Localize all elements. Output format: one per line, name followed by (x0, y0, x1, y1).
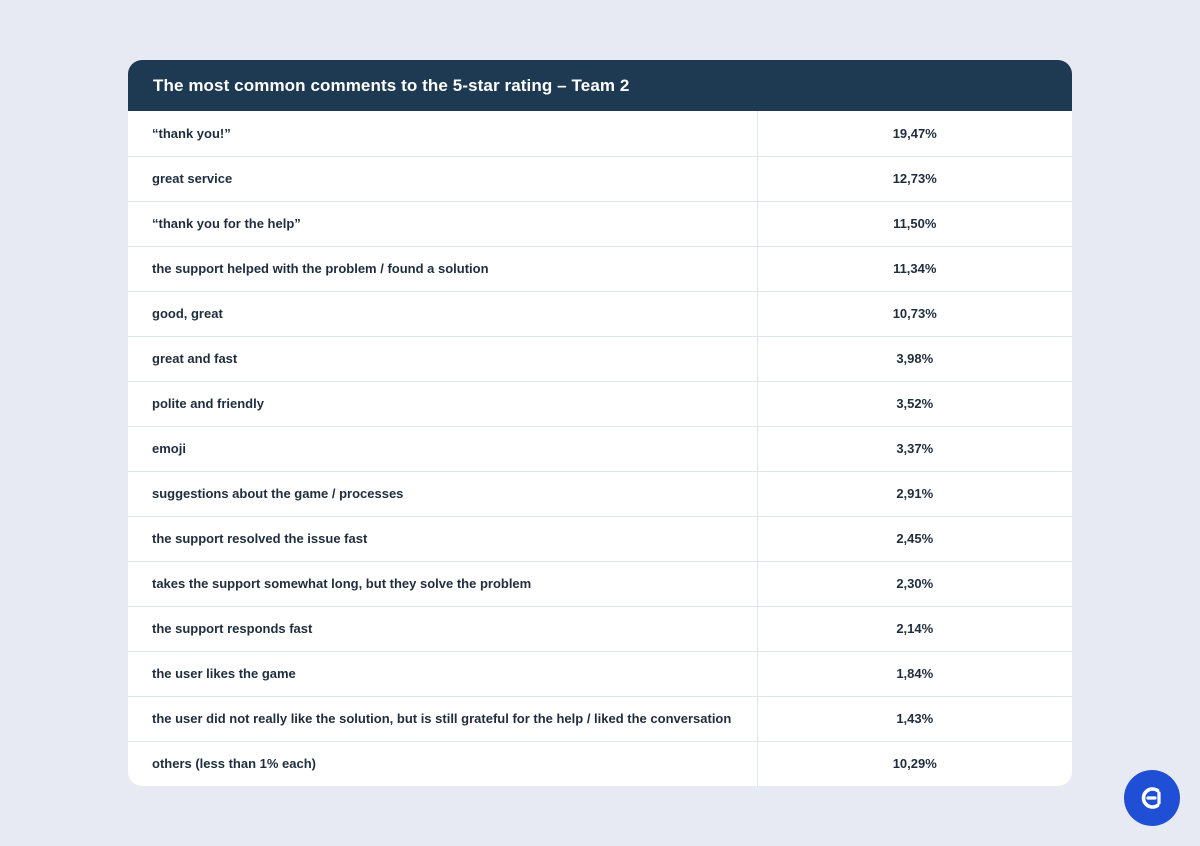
comment-percentage: 2,14% (757, 606, 1072, 652)
comment-percentage: 11,50% (757, 201, 1072, 247)
comment-label: suggestions about the game / processes (128, 471, 758, 517)
comment-label: the support responds fast (128, 606, 758, 652)
brand-logo-glyph (1141, 787, 1161, 809)
comment-percentage: 2,30% (757, 561, 1072, 607)
comment-percentage: 12,73% (757, 156, 1072, 202)
comment-percentage: 19,47% (757, 111, 1072, 157)
table-header: The most common comments to the 5-star r… (128, 60, 1072, 111)
comment-label: the user likes the game (128, 651, 758, 697)
table-row: “thank you for the help” 11,50% (128, 201, 1072, 247)
comment-label: great and fast (128, 336, 758, 382)
comment-label: good, great (128, 291, 758, 337)
table-row: polite and friendly 3,52% (128, 381, 1072, 427)
comment-percentage: 1,43% (757, 696, 1072, 742)
table-row: good, great 10,73% (128, 291, 1072, 337)
comment-label: polite and friendly (128, 381, 758, 427)
comment-label: others (less than 1% each) (128, 741, 758, 786)
comment-label: the user did not really like the solutio… (128, 696, 758, 742)
comment-label: takes the support somewhat long, but the… (128, 561, 758, 607)
table-row: the user did not really like the solutio… (128, 696, 1072, 742)
comment-label: the support resolved the issue fast (128, 516, 758, 562)
comment-percentage: 10,73% (757, 291, 1072, 337)
table-row: suggestions about the game / processes 2,… (128, 471, 1072, 517)
table-row: emoji 3,37% (128, 426, 1072, 472)
comment-label: emoji (128, 426, 758, 472)
table-row: the support helped with the problem / fo… (128, 246, 1072, 292)
table-row: the support responds fast 2,14% (128, 606, 1072, 652)
comment-label: “thank you for the help” (128, 201, 758, 247)
brand-logo-icon[interactable] (1124, 770, 1180, 826)
comment-percentage: 2,91% (757, 471, 1072, 517)
comment-percentage: 11,34% (757, 246, 1072, 292)
comment-percentage: 3,52% (757, 381, 1072, 427)
table-row: the user likes the game 1,84% (128, 651, 1072, 697)
comment-label: great service (128, 156, 758, 202)
comments-table-card: The most common comments to the 5-star r… (128, 60, 1072, 786)
table-row: great and fast 3,98% (128, 336, 1072, 382)
comment-percentage: 2,45% (757, 516, 1072, 562)
comment-percentage: 3,98% (757, 336, 1072, 382)
comment-label: the support helped with the problem / fo… (128, 246, 758, 292)
table-body: “thank you!” 19,47% great service 12,73% “th… (128, 111, 1072, 786)
table-row: great service 12,73% (128, 156, 1072, 202)
comment-percentage: 3,37% (757, 426, 1072, 472)
comments-table: “thank you!” 19,47% great service 12,73% “th… (128, 111, 1072, 786)
comment-label: “thank you!” (128, 111, 758, 157)
table-row: “thank you!” 19,47% (128, 111, 1072, 157)
table-row: takes the support somewhat long, but the… (128, 561, 1072, 607)
comment-percentage: 10,29% (892, 756, 937, 772)
table-title: The most common comments to the 5-star r… (153, 75, 630, 95)
table-row: others (less than 1% each) 10,29% (128, 741, 1072, 786)
table-row: the support resolved the issue fast 2,45% (128, 516, 1072, 562)
comment-percentage: 1,84% (757, 651, 1072, 697)
